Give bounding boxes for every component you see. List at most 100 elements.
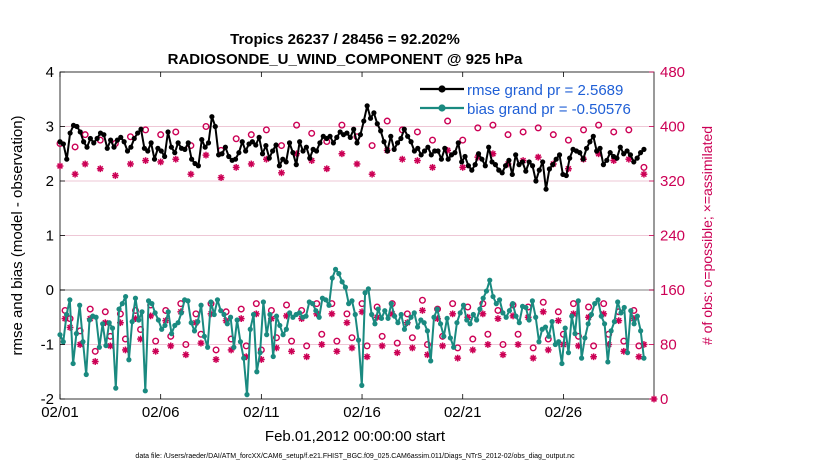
bias-point — [316, 314, 322, 320]
bias-point — [536, 339, 542, 345]
obs-possible-marker — [86, 305, 94, 313]
star-stroke — [233, 164, 240, 171]
rmse-point — [330, 140, 337, 146]
star-stroke — [338, 150, 345, 157]
star-stroke — [479, 310, 486, 317]
bias-point — [106, 320, 112, 326]
bias-point — [132, 295, 139, 301]
star-stroke — [152, 348, 159, 355]
obs-assimilated-marker — [414, 157, 421, 164]
rmse-point — [74, 123, 80, 130]
bias-point — [323, 297, 329, 303]
rmse-point — [502, 163, 509, 169]
bias-point — [342, 284, 349, 290]
legend-bias-label: bias grand pr = -0.50576 — [467, 101, 631, 118]
bias-point — [579, 355, 585, 361]
rmse-point — [293, 162, 299, 168]
bias-point — [424, 328, 431, 334]
x-tick-label: 02/11 — [243, 404, 279, 421]
star-stroke — [615, 317, 622, 324]
rmse-point — [60, 141, 66, 147]
bias-point — [526, 317, 532, 323]
rmse-point — [421, 148, 428, 154]
bias-point — [585, 321, 591, 327]
bias-point — [398, 311, 404, 318]
obs-assimilated-marker — [479, 310, 487, 318]
star-stroke — [469, 346, 476, 353]
chart-title: Tropics 26237 / 28456 = 92.202% — [230, 31, 460, 48]
rmse-point — [121, 139, 127, 145]
y-left-tick-label: 1 — [46, 228, 54, 245]
obs-possible-marker — [408, 334, 416, 342]
obs-assimilated-marker — [343, 319, 351, 327]
bias-point — [254, 369, 260, 375]
rmse-point — [77, 129, 83, 135]
y-left-tick-label: 4 — [46, 64, 54, 81]
obs-possible-marker — [534, 124, 542, 132]
bias-point — [546, 333, 552, 339]
obs-possible-marker — [232, 135, 240, 143]
rmse-point — [475, 151, 482, 157]
bias-point — [123, 293, 129, 300]
rmse-point — [624, 148, 630, 154]
rmse-point — [415, 145, 421, 151]
rmse-point — [189, 156, 195, 162]
bias-point — [257, 350, 263, 356]
obs-possible-marker — [202, 122, 210, 130]
bias-point — [431, 314, 437, 320]
rmse-point — [398, 135, 404, 142]
rmse-point — [381, 139, 387, 145]
star-stroke — [625, 156, 632, 163]
y-right-tick-label: 160 — [660, 282, 685, 299]
rmse-point — [567, 155, 573, 161]
star-stroke — [500, 351, 506, 358]
rmse-point — [425, 144, 431, 150]
obs-assimilated-marker — [66, 324, 74, 331]
rmse-point — [526, 159, 532, 165]
star-stroke — [409, 344, 416, 351]
obs-possible-marker — [423, 341, 431, 349]
bias-point — [493, 301, 499, 307]
bias-point — [352, 311, 358, 318]
obs-possible-marker — [252, 300, 260, 308]
star-stroke — [640, 171, 647, 178]
rmse-point — [307, 155, 313, 161]
rmse-point — [273, 142, 279, 148]
rmse-point — [108, 137, 114, 143]
rmse-point — [344, 130, 350, 136]
rmse-point — [256, 134, 262, 140]
obs-assimilated-marker — [323, 165, 331, 173]
obs-assimilated-marker — [318, 341, 326, 348]
rmse-point — [550, 162, 556, 168]
rmse-point — [232, 156, 239, 162]
obs-possible-marker — [499, 341, 507, 349]
obs-possible-marker — [348, 334, 356, 342]
obs-possible-marker — [288, 337, 296, 345]
obs-assimilated-marker — [111, 172, 119, 179]
rmse-point — [418, 152, 424, 158]
star-stroke — [107, 342, 114, 349]
rmse-point — [442, 145, 448, 151]
bias-point — [247, 326, 253, 332]
bias-point — [549, 319, 555, 325]
rmse-point — [361, 118, 367, 124]
obs-assimilated-marker — [157, 158, 165, 166]
obs-assimilated-marker — [529, 354, 537, 362]
bias-point — [464, 317, 470, 323]
star-stroke — [620, 348, 627, 355]
obs-possible-marker — [343, 310, 351, 318]
star-stroke — [328, 310, 335, 317]
obs-possible-marker — [640, 163, 648, 171]
rmse-point — [391, 146, 397, 152]
rmse-point — [580, 156, 586, 162]
star-stroke — [197, 340, 204, 347]
bias-point — [119, 301, 125, 307]
obs-possible-marker — [444, 117, 452, 125]
bias-point — [467, 321, 473, 327]
obs-possible-marker — [569, 300, 577, 308]
rmse-point — [87, 135, 93, 142]
star-stroke — [343, 319, 350, 326]
star-stroke — [555, 317, 562, 324]
obs-possible-marker — [585, 303, 593, 311]
